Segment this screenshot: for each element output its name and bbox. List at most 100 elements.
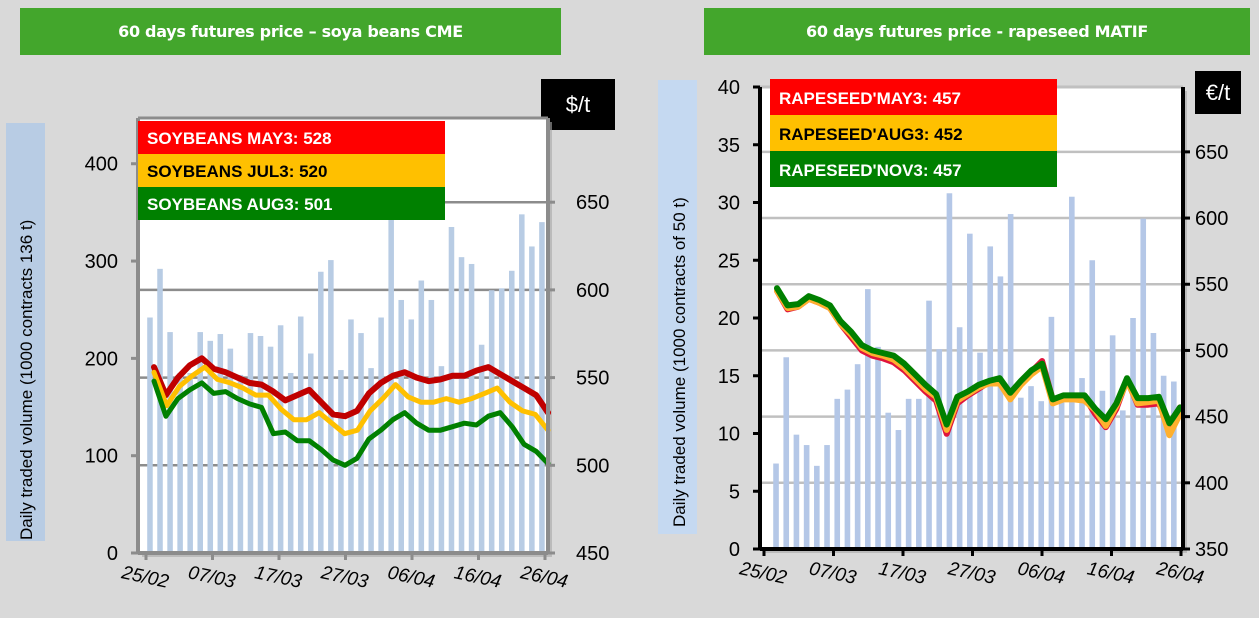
rapeseed-ylabel-bg [658,80,697,534]
x-tick-label: 25/02 [737,558,789,589]
volume-bar [167,332,173,553]
volume-bar [539,222,545,554]
legend-item-label: SOYBEANS AUG3: 501 [147,195,332,214]
volume-bar [438,366,445,553]
x-tick-label: 27/03 [945,558,997,589]
volume-bar [157,268,163,553]
left-tick-label: 0 [729,539,740,561]
volume-bar [478,344,485,553]
volume-bar [987,246,994,549]
volume-bar [498,288,505,553]
volume-bar [946,193,953,549]
volume-bar [1018,397,1024,549]
left-tick-label: 25 [718,250,740,272]
x-tick-label: 26/04 [1154,558,1206,589]
volume-bar [428,299,435,553]
left-tick-label: 100 [85,446,118,468]
legend-item-bg [138,187,445,220]
volume-bar [227,348,234,553]
soya-price-unit-label: $/t [541,79,615,130]
legend-item-bg [770,115,1057,151]
right-tick-label: 650 [1195,142,1228,164]
volume-bar [814,465,820,549]
legend-item-label: RAPESEED'NOV3: 457 [779,161,962,180]
volume-bar [1140,218,1147,550]
right-tick-label: 500 [1195,340,1228,362]
volume-bar [895,430,902,549]
volume-bar [448,226,455,553]
volume-bar [207,340,214,553]
volume-bar [1109,335,1116,549]
legend-item-label: SOYBEANS JUL3: 520 [147,162,327,181]
volume-bar [1028,386,1034,549]
volume-bar [257,335,264,553]
volume-bar [267,346,274,553]
volume-bar [916,398,922,549]
left-tick-label: 15 [718,366,740,388]
legend-item-label: SOYBEANS MAY3: 528 [147,129,332,148]
volume-bar [956,327,963,549]
price-line-soybeans-aug3 [151,378,551,468]
right-tick-label: 350 [1195,539,1228,561]
volume-bar [308,353,314,553]
right-tick-label: 450 [1195,407,1228,429]
volume-bar [237,374,244,553]
x-tick-label: 17/03 [877,558,928,589]
volume-bar [1120,410,1126,549]
left-tick-label: 35 [718,135,740,157]
volume-bar [458,257,465,553]
volume-bar [1038,401,1045,549]
rapeseed-ylabel: Daily traded volume (1000 contracts of 5… [670,197,689,527]
right-tick-label: 550 [1195,274,1228,296]
price-line-soybeans-may3 [151,355,551,420]
legend-item-bg [138,154,445,187]
volume-bar [287,372,294,553]
rapeseed-chart-title: 60 days futures price - rapeseed MATIF [704,8,1250,55]
right-tick-label: 550 [576,368,609,390]
left-tick-label: 40 [718,77,740,99]
volume-bar [783,357,790,549]
volume-bar [926,300,932,549]
volume-bar [773,463,779,549]
volume-bar [277,325,284,553]
volume-bar [187,372,193,553]
right-tick-label: 500 [576,455,609,477]
volume-bar [865,289,871,549]
volume-bar [147,317,153,553]
right-tick-label: 650 [576,192,609,214]
volume-bar [468,263,475,553]
left-tick-label: 20 [718,308,740,330]
soya-ylabel-bg [6,123,45,541]
volume-bar [1130,318,1136,549]
volume-bar [1007,214,1014,550]
volume-bar [197,332,203,553]
right-tick-label: 600 [1195,208,1228,230]
volume-bar [1079,378,1085,549]
volume-bar [844,389,851,549]
x-tick-label: 07/03 [807,558,858,589]
soya-chart-title: 60 days futures price – soya beans CME [20,8,561,55]
volume-bar [1058,402,1065,549]
legend-item-label: RAPESEED'MAY3: 457 [779,89,961,108]
volume-bar [1048,316,1055,549]
legend-item-bg [770,151,1057,187]
volume-bar [177,372,183,553]
volume-bar [854,364,861,549]
volume-bar [936,349,943,549]
volume-bar [875,346,881,549]
volume-bar [997,276,1004,549]
volume-bar [368,368,374,553]
volume-bar [529,246,535,554]
right-tick-label: 600 [576,280,609,302]
volume-bar [247,333,254,553]
volume-bar [398,299,404,553]
volume-bar [217,334,224,553]
volume-bar [803,445,810,549]
x-tick-label: 06/04 [1016,558,1067,588]
volume-bar [388,217,394,553]
left-tick-label: 5 [729,481,740,503]
left-tick-label: 0 [107,543,118,565]
volume-bar [509,270,515,553]
